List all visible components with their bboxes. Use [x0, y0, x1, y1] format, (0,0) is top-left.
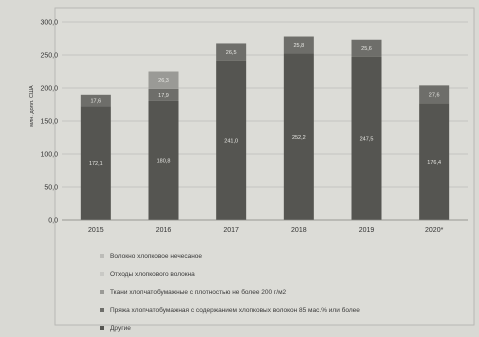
bar-segment	[419, 103, 450, 220]
bar-segment	[351, 56, 382, 221]
x-tick-label: 2016	[156, 227, 172, 234]
y-tick-label: 0,0	[48, 218, 58, 225]
bar-data-label: 26,5	[226, 50, 237, 56]
y-axis-label: млн. долл. США	[29, 85, 35, 127]
legend-item-other: Другие	[100, 319, 470, 337]
legend-label: Пряжа хлопчатобумажная с содержанием хло…	[110, 306, 360, 314]
bar-segment	[216, 60, 247, 220]
y-tick-label: 50,0	[44, 185, 58, 192]
bar-segment	[419, 85, 450, 104]
x-tick-label: 2017	[223, 227, 239, 234]
bar-data-label: 25,8	[293, 43, 304, 49]
legend-swatch	[100, 290, 104, 294]
bar-segment	[283, 36, 314, 54]
bar-data-label: 172,1	[89, 161, 103, 167]
bar-data-label: 17,9	[158, 93, 169, 99]
x-tick-label: 2018	[291, 227, 307, 234]
legend-swatch	[100, 272, 104, 276]
bar-segment	[283, 53, 314, 220]
legend-label: Ткани хлопчатобумажные с плотностью не б…	[110, 288, 287, 296]
legend-label: Волокно хлопковое нечесаное	[110, 252, 203, 260]
bar-segment	[148, 71, 179, 89]
chart-legend: Волокно хлопковое нечесаное Отходы хлопк…	[100, 247, 470, 337]
legend-label: Другие	[110, 324, 131, 332]
y-tick-label: 150,0	[40, 119, 58, 126]
y-tick-label: 100,0	[40, 152, 58, 159]
legend-swatch	[100, 326, 104, 330]
bar-segment	[148, 88, 179, 101]
legend-item-cotton-waste: Отходы хлопкового волокна	[100, 265, 470, 283]
bar-data-label: 252,2	[292, 135, 306, 141]
bar-data-label: 247,5	[360, 136, 374, 142]
bar-data-label: 25,6	[361, 46, 372, 52]
bar-segment	[148, 100, 179, 220]
bar-segment	[80, 106, 111, 220]
legend-label: Отходы хлопкового волокна	[110, 270, 195, 278]
chart-panel	[54, 7, 475, 326]
y-tick-label: 250,0	[40, 53, 58, 60]
legend-item-cotton-fabrics: Ткани хлопчатобумажные с плотностью не б…	[100, 283, 470, 301]
bar-data-label: 180,8	[157, 158, 171, 164]
legend-swatch	[100, 254, 104, 258]
bar-data-label: 27,6	[429, 92, 440, 98]
bar-data-label: 17,6	[90, 99, 101, 105]
x-tick-label: 2015	[88, 227, 104, 234]
legend-item-cotton-yarn: Пряжа хлопчатобумажная с содержанием хло…	[100, 301, 470, 319]
bar-segment	[216, 43, 247, 61]
bar-data-label: 176,4	[427, 160, 441, 166]
bar-segment	[351, 39, 382, 57]
bar-data-label: 241,0	[224, 138, 238, 144]
y-tick-label: 300,0	[40, 20, 58, 27]
x-tick-label: 2019	[359, 227, 375, 234]
bar-data-label: 26,3	[158, 78, 169, 84]
bar-segment	[80, 94, 111, 107]
x-tick-label: 2020*	[425, 227, 444, 234]
y-tick-label: 200,0	[40, 86, 58, 93]
legend-swatch	[100, 308, 104, 312]
legend-item-raw-cotton: Волокно хлопковое нечесаное	[100, 247, 470, 265]
